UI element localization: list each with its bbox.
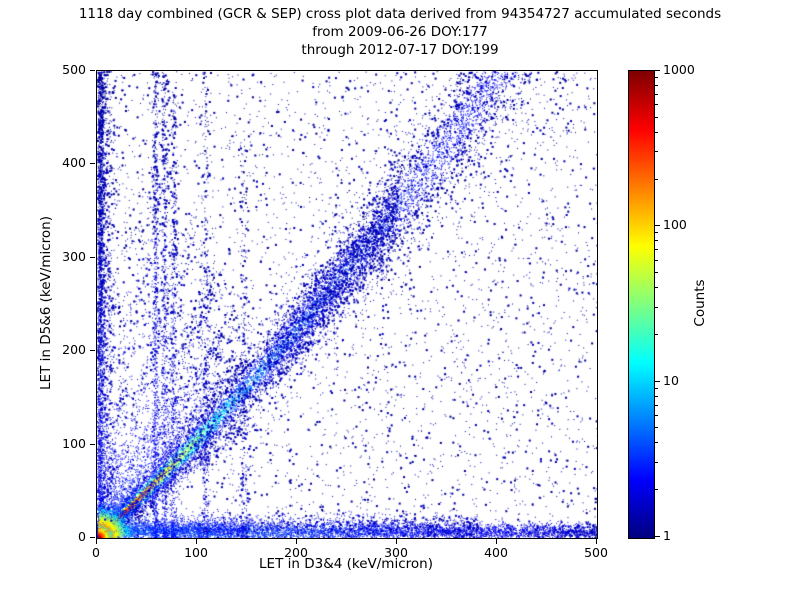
- colorbar-label: Counts: [692, 279, 708, 327]
- colorbar-minor-tick-mark: [655, 272, 658, 274]
- colorbar-minor-tick-mark: [655, 387, 658, 389]
- x-tick-mark: [96, 539, 97, 544]
- colorbar-minor-tick-mark: [655, 287, 658, 289]
- x-tick-label: 0: [92, 545, 100, 560]
- colorbar-minor-tick-mark: [655, 415, 658, 417]
- colorbar-tick-mark: [655, 225, 660, 227]
- x-tick-label: 400: [484, 545, 508, 560]
- colorbar-minor-tick-mark: [655, 178, 658, 180]
- y-tick-mark: [90, 256, 95, 258]
- x-tick-mark: [296, 539, 297, 544]
- colorbar-tick-label: 100: [663, 217, 687, 233]
- colorbar: [628, 70, 655, 539]
- colorbar-tick-mark: [655, 380, 660, 382]
- x-tick-label: 100: [184, 545, 208, 560]
- scatter-heatmap-canvas: [97, 71, 597, 538]
- colorbar-minor-tick-mark: [655, 85, 658, 87]
- colorbar-minor-tick-mark: [655, 94, 658, 96]
- colorbar-tick-label: 1: [663, 528, 671, 543]
- colorbar-minor-tick-mark: [655, 259, 658, 261]
- x-axis-label: LET in D3&4 (keV/micron): [259, 556, 433, 572]
- y-tick-label: 400: [62, 155, 86, 171]
- colorbar-gradient-canvas: [629, 71, 654, 538]
- colorbar-minor-tick-mark: [655, 427, 658, 429]
- x-tick-label: 500: [584, 545, 608, 560]
- colorbar-minor-tick-mark: [655, 442, 658, 444]
- x-tick-mark: [196, 539, 197, 544]
- y-axis-label: LET in D5&6 (keV/micron): [38, 216, 54, 390]
- y-tick-mark: [90, 70, 95, 71]
- colorbar-minor-tick-mark: [655, 151, 658, 153]
- x-tick-mark: [396, 539, 397, 544]
- x-tick-mark: [496, 539, 497, 544]
- colorbar-minor-tick-mark: [655, 104, 658, 106]
- y-tick-mark: [90, 163, 95, 165]
- colorbar-minor-tick-mark: [655, 116, 658, 118]
- colorbar-minor-tick-mark: [655, 395, 658, 397]
- colorbar-minor-tick-mark: [655, 333, 658, 335]
- colorbar-tick-label: 1000: [663, 62, 695, 77]
- colorbar-tick-mark: [655, 70, 660, 71]
- colorbar-minor-tick-mark: [655, 249, 658, 251]
- colorbar-tick-mark: [655, 536, 660, 537]
- x-tick-label: 300: [384, 545, 408, 560]
- y-tick-mark: [90, 443, 95, 445]
- colorbar-minor-tick-mark: [655, 240, 658, 242]
- colorbar-minor-tick-mark: [655, 232, 658, 234]
- x-tick-mark: [596, 539, 597, 544]
- x-tick-label: 200: [284, 545, 308, 560]
- colorbar-minor-tick-mark: [655, 131, 658, 133]
- y-tick-label: 100: [62, 435, 86, 451]
- y-tick-mark: [90, 537, 95, 538]
- y-tick-label: 0: [78, 529, 86, 544]
- chart-subtitle-through: through 2012-07-17 DOY:199: [301, 42, 499, 58]
- colorbar-minor-tick-mark: [655, 404, 658, 406]
- colorbar-minor-tick-mark: [655, 306, 658, 308]
- colorbar-minor-tick-mark: [655, 489, 658, 491]
- colorbar-minor-tick-mark: [655, 461, 658, 463]
- colorbar-minor-tick-mark: [655, 77, 658, 79]
- y-tick-label: 200: [62, 342, 86, 358]
- y-tick-label: 500: [62, 62, 86, 77]
- colorbar-tick-label: 10: [663, 372, 679, 388]
- chart-title: 1118 day combined (GCR & SEP) cross plot…: [78, 6, 722, 22]
- plot-area: [96, 70, 598, 539]
- chart-subtitle-from: from 2009-06-26 DOY:177: [312, 24, 488, 40]
- y-tick-label: 300: [62, 248, 86, 264]
- y-tick-mark: [90, 350, 95, 352]
